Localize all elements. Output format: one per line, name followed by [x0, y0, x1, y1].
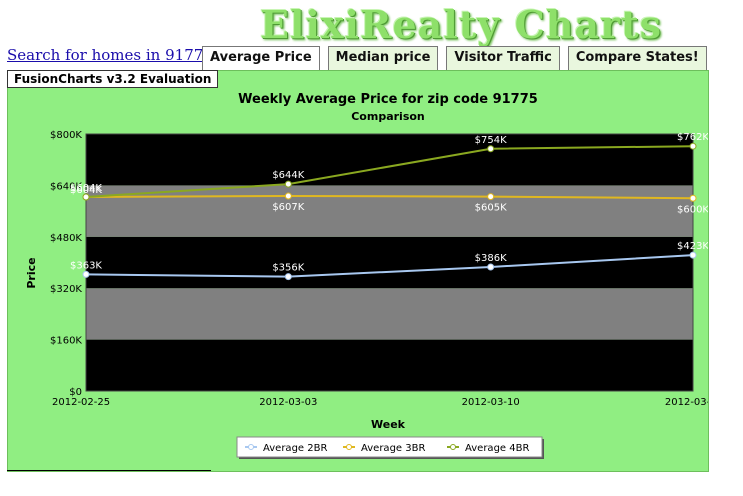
y-tick-label: $800K: [50, 130, 82, 141]
legend-item-label: Average 4BR: [465, 443, 529, 454]
data-label: $604K: [70, 183, 102, 194]
data-point: [284, 192, 292, 200]
search-homes-link[interactable]: Search for homes in 91775: [7, 46, 213, 64]
data-point: [689, 142, 697, 150]
evaluation-badge: FusionCharts v3.2 Evaluation: [7, 70, 219, 88]
chart-title: Weekly Average Price for zip code 91775: [238, 92, 538, 107]
data-label: $423K: [677, 241, 708, 252]
data-point: [487, 193, 495, 201]
series-line: [85, 145, 694, 198]
tab-visitor-traffic[interactable]: Visitor Traffic: [446, 46, 560, 71]
data-point: [284, 273, 292, 281]
data-label: $356K: [272, 263, 304, 274]
legend-marker: [248, 444, 254, 450]
data-point: [284, 180, 292, 188]
legend-marker: [450, 444, 456, 450]
y-tick-label: $480K: [50, 233, 82, 244]
data-label: $644K: [272, 170, 304, 181]
data-point: [487, 145, 495, 153]
data-point: [82, 270, 90, 278]
y-tick-label: $640K: [50, 181, 82, 192]
y-tick-label: $320K: [50, 284, 82, 295]
chart-legend: Average 2BR Average 3BR Average 4BR: [236, 436, 544, 459]
tab-median-price[interactable]: Median price: [327, 46, 439, 71]
data-label: $754K: [475, 135, 507, 146]
y-axis-label: Price: [25, 257, 38, 288]
plot-border: [85, 133, 694, 392]
price-line-chart: Weekly Average Price for zip code 91775 …: [25, 92, 723, 459]
legend-box: [236, 436, 543, 458]
data-point: [487, 263, 495, 271]
x-tick-label: 2012-03-10: [462, 397, 520, 408]
chart-tabs: Average Price Median price Visitor Traff…: [202, 46, 707, 71]
data-label: $607K: [272, 202, 304, 213]
chart-subtitle: Comparison: [351, 110, 425, 123]
y-tick-label: $160K: [50, 336, 82, 347]
tab-average-price[interactable]: Average Price: [202, 46, 320, 71]
chart-panel: Weekly Average Price for zip code 91775 …: [7, 70, 723, 472]
data-label: $386K: [475, 253, 507, 264]
x-axis-label: Week: [371, 418, 406, 431]
data-point: [82, 193, 90, 201]
x-tick-label: 2012-03-03: [259, 397, 317, 408]
x-tick-label: 2012-03-17: [665, 397, 708, 408]
divider: [7, 470, 211, 471]
legend-marker: [346, 444, 352, 450]
data-label: $600K: [677, 204, 708, 215]
legend-item-label: Average 3BR: [361, 443, 425, 454]
data-point: [689, 194, 697, 202]
data-label: $605K: [475, 203, 507, 214]
data-label: $604K: [70, 185, 102, 196]
plot-band: [86, 185, 693, 237]
app-logo: ElixiRealty Charts: [260, 2, 663, 47]
data-label: $762K: [677, 132, 708, 143]
series-line: [85, 195, 694, 200]
plot-band: [86, 339, 693, 391]
plot-band: [86, 236, 693, 289]
plot-band: [86, 288, 693, 340]
data-label: $363K: [70, 260, 102, 271]
legend-item-label: Average 2BR: [263, 443, 327, 454]
series-line: [85, 254, 694, 278]
plot-band: [86, 134, 693, 186]
tab-compare-states[interactable]: Compare States!: [567, 46, 707, 71]
x-tick-label: 2012-02-25: [52, 397, 110, 408]
y-tick-label: $0: [69, 387, 82, 398]
data-point: [689, 251, 697, 259]
